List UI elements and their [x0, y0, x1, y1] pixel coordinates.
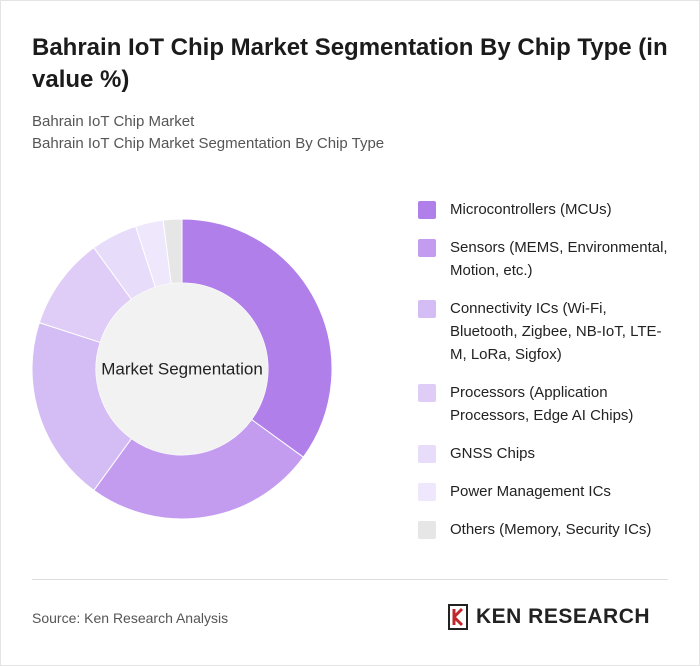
legend-label: Connectivity ICs (Wi-Fi, Bluetooth, Zigb…	[450, 300, 662, 363]
legend-item: Microcontrollers (MCUs)	[418, 198, 678, 221]
legend-label: Microcontrollers (MCUs)	[450, 201, 612, 218]
legend-item: Processors (Application Processors, Edge…	[418, 381, 678, 427]
donut-chart: Market Segmentation	[31, 218, 333, 520]
logo: KEN RESEARCH	[448, 604, 650, 630]
divider	[32, 579, 668, 580]
legend-swatch	[418, 445, 436, 463]
subtitle: Bahrain IoT Chip Market	[32, 113, 195, 130]
legend-item: Sensors (MEMS, Environmental, Motion, et…	[418, 236, 678, 282]
donut-hole	[96, 283, 268, 455]
legend-item: Connectivity ICs (Wi-Fi, Bluetooth, Zigb…	[418, 297, 678, 366]
legend-swatch	[418, 300, 436, 318]
legend-swatch	[418, 201, 436, 219]
legend-swatch	[418, 384, 436, 402]
legend-swatch	[418, 521, 436, 539]
center-label: Market Segmentation	[101, 359, 263, 378]
chart-title: Bahrain IoT Chip Market Segmentation By …	[32, 34, 668, 93]
legend-item: GNSS Chips	[418, 442, 678, 465]
legend-swatch	[418, 239, 436, 257]
legend-item: Others (Memory, Security ICs)	[418, 518, 678, 541]
logo-icon	[448, 604, 468, 630]
legend-label: Power Management ICs	[450, 483, 611, 500]
subtitle: Bahrain IoT Chip Market Segmentation By …	[32, 135, 385, 152]
legend-label: Processors (Application Processors, Edge…	[450, 384, 634, 424]
logo-text: KEN RESEARCH	[476, 605, 651, 628]
legend-swatch	[418, 483, 436, 501]
legend-label: Others (Memory, Security ICs)	[450, 521, 652, 538]
source: Source: Ken Research Analysis	[32, 610, 229, 626]
legend-label: GNSS Chips	[450, 445, 536, 462]
legend-item: Power Management ICs	[418, 480, 678, 503]
legend-label: Sensors (MEMS, Environmental, Motion, et…	[450, 239, 668, 279]
legend: Microcontrollers (MCUs) Sensors (MEMS, En…	[418, 198, 678, 541]
